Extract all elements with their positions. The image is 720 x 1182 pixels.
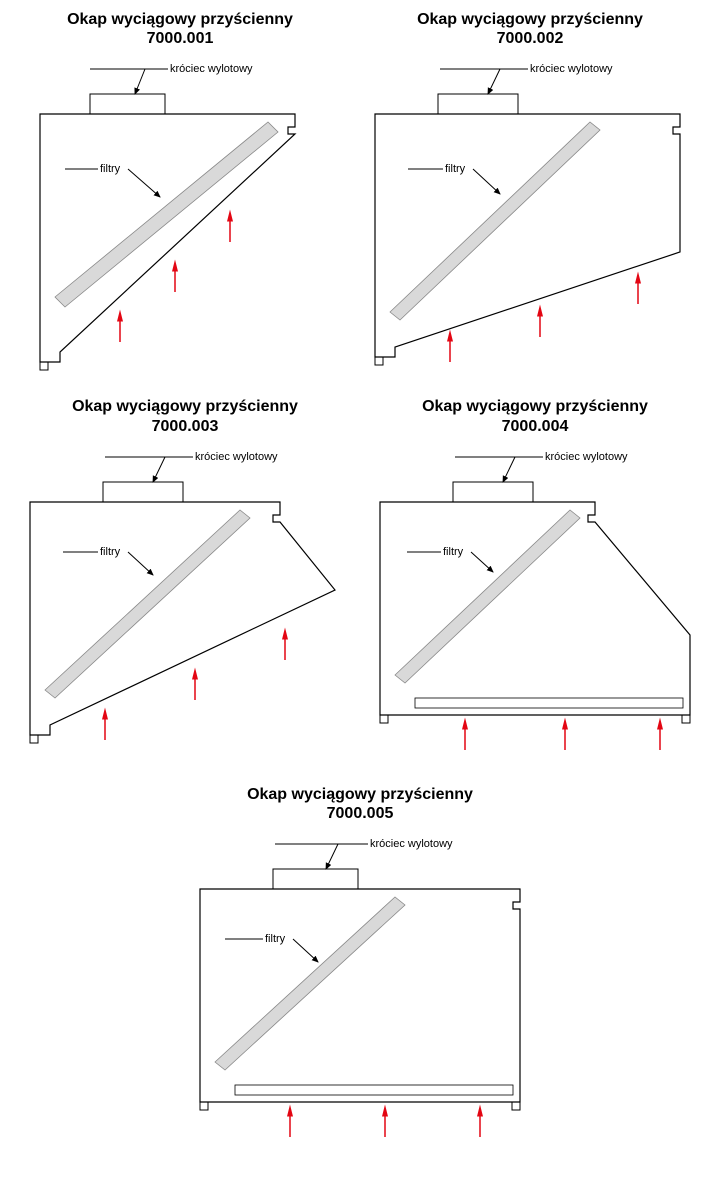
panel-003: Okap wyciągowy przyścienny 7000.003 króc… [15, 397, 355, 764]
row-2: Okap wyciągowy przyścienny 7000.003 króc… [10, 397, 710, 764]
filter-label: filtry [100, 546, 121, 558]
outlet-label: króciec wylotowy [545, 451, 628, 463]
diagram-002: króciec wylotowy filtry [360, 52, 700, 372]
panel-004: Okap wyciągowy przyścienny 7000.004 króc… [365, 397, 705, 764]
panel-001: Okap wyciągowy przyścienny 7000.001 króc… [20, 10, 340, 377]
outlet-label: króciec wylotowy [170, 63, 253, 75]
filter-label: filtry [265, 933, 286, 945]
diagram-001: króciec wylotowy filtry [20, 52, 340, 372]
outlet-label: króciec wylotowy [530, 63, 613, 75]
filter-label: filtry [443, 546, 464, 558]
filter-bar [215, 897, 405, 1070]
diagram-003: króciec wylotowy filtry [15, 440, 355, 760]
title-005: Okap wyciągowy przyścienny 7000.005 [180, 785, 540, 823]
filter-label: filtry [100, 163, 121, 175]
row-3: Okap wyciągowy przyścienny 7000.005 króc… [10, 785, 710, 1152]
filter-bar [45, 510, 250, 698]
outlet-label: króciec wylotowy [195, 451, 278, 463]
row-1: Okap wyciągowy przyścienny 7000.001 króc… [10, 10, 710, 377]
title-003: Okap wyciągowy przyścienny 7000.003 [15, 397, 355, 435]
title-002: Okap wyciągowy przyścienny 7000.002 [360, 10, 700, 48]
diagram-005: króciec wylotowy filtry [180, 827, 540, 1147]
filter-bar [390, 122, 600, 320]
filter-bar [395, 510, 580, 683]
panel-005: Okap wyciągowy przyścienny 7000.005 króc… [180, 785, 540, 1152]
panel-002: Okap wyciągowy przyścienny 7000.002 króc… [360, 10, 700, 377]
diagram-004: króciec wylotowy filtry [365, 440, 705, 760]
outlet-label: króciec wylotowy [370, 838, 453, 850]
title-001: Okap wyciągowy przyścienny 7000.001 [20, 10, 340, 48]
filter-bar [55, 122, 278, 307]
filter-label: filtry [445, 163, 466, 175]
title-004: Okap wyciągowy przyścienny 7000.004 [365, 397, 705, 435]
